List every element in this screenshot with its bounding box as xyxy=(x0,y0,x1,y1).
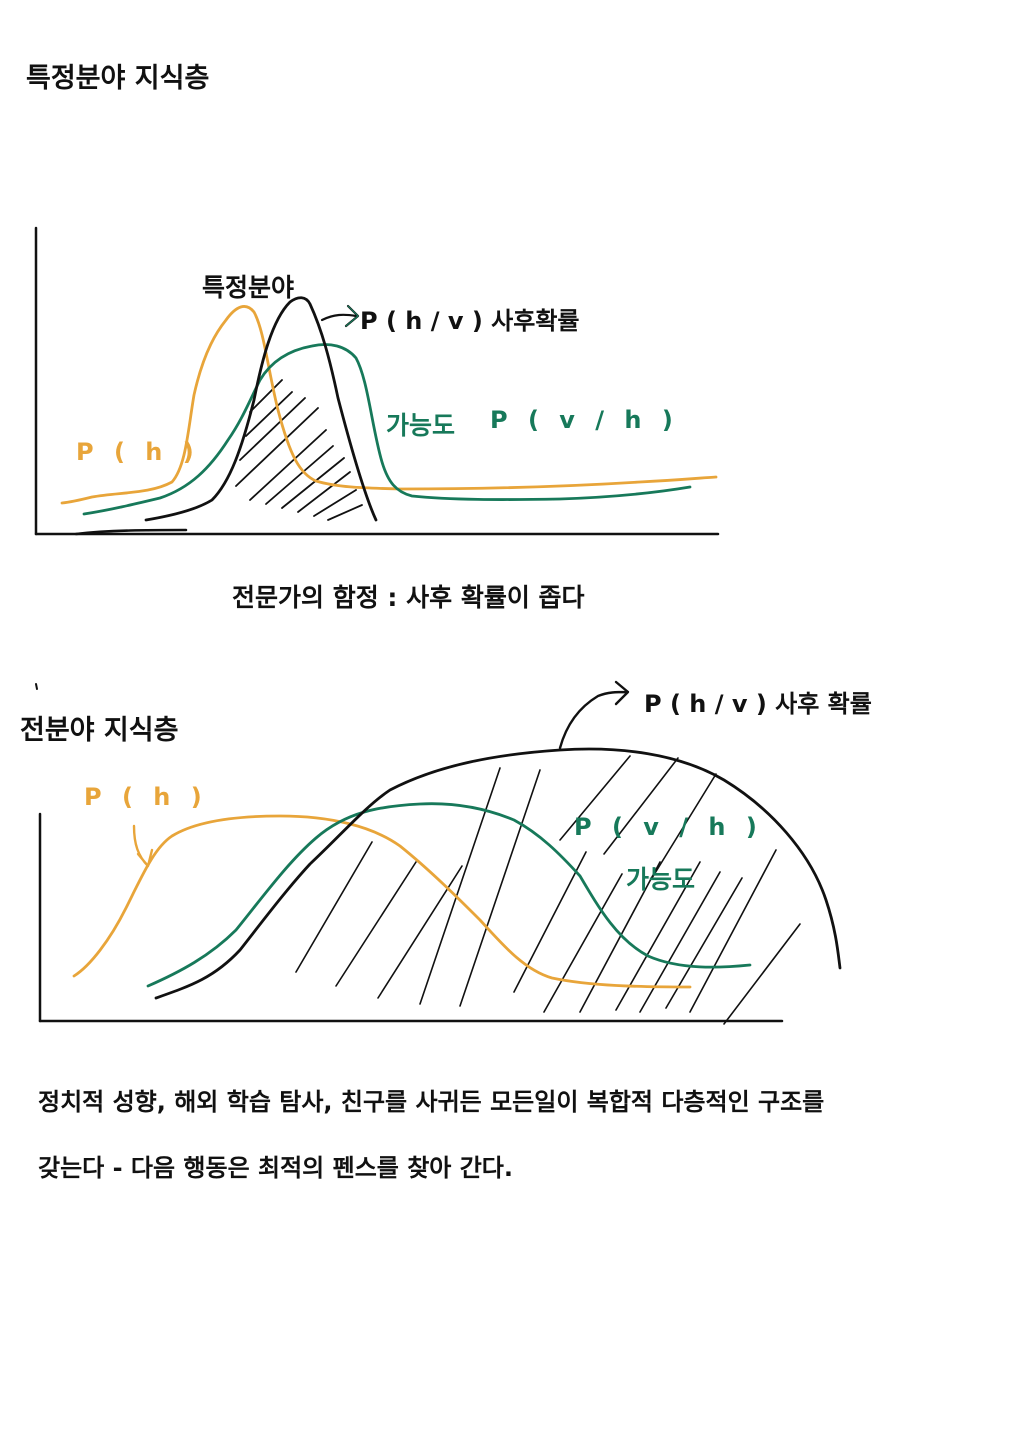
chart2-stray-mark xyxy=(35,683,38,690)
chart1-caption: 전문가의 함정 : 사후 확률이 좁다 xyxy=(232,583,585,612)
conclusion-line-1: 정치적 성향, 해외 학습 탐사, 친구를 사귀든 모든일이 복합적 다층적인 … xyxy=(38,1088,825,1116)
chart2-prior-arrow xyxy=(132,824,154,868)
chart1-posterior-arrow-tip xyxy=(345,305,359,327)
chart1 xyxy=(34,226,720,536)
section2-title: 전분야 지식층 xyxy=(20,715,179,746)
chart2-likelihood-curve xyxy=(146,802,752,988)
chart2-likelihood-formula: P ( v / h ) xyxy=(574,813,763,841)
chart1-prior-curve xyxy=(60,305,718,505)
chart2-prior-curve xyxy=(72,814,692,989)
chart2-likelihood-word: 가능도 xyxy=(626,865,696,894)
chart2-hatching xyxy=(295,755,801,1025)
conclusion-line-2: 갖는다 - 다음 행동은 최적의 펜스를 찾아 간다. xyxy=(38,1154,514,1182)
chart2-prior-label: P ( h ) xyxy=(84,783,208,811)
chart1-posterior-arrow xyxy=(320,304,360,328)
chart2-posterior-arrow xyxy=(558,680,630,750)
chart2-posterior-curve xyxy=(154,747,842,1000)
section1-title: 특정분야 지식층 xyxy=(26,63,210,94)
chart1-hatching xyxy=(235,379,363,521)
chart1-posterior-label: P ( h / v ) 사후확률 xyxy=(360,307,580,335)
chart2 xyxy=(35,680,842,1025)
chart2-posterior-label: P ( h / v ) 사후 확률 xyxy=(644,690,872,718)
chart1-prior-label: P ( h ) xyxy=(76,438,200,466)
chart1-likelihood-word: 가능도 xyxy=(386,411,456,440)
chart1-base-stroke xyxy=(74,528,188,536)
chart1-posterior-curve xyxy=(144,296,378,522)
chart1-likelihood-curve xyxy=(82,343,692,516)
chart1-likelihood-formula: P ( v / h ) xyxy=(490,406,679,434)
chart1-field-label: 특정분야 xyxy=(202,273,295,302)
